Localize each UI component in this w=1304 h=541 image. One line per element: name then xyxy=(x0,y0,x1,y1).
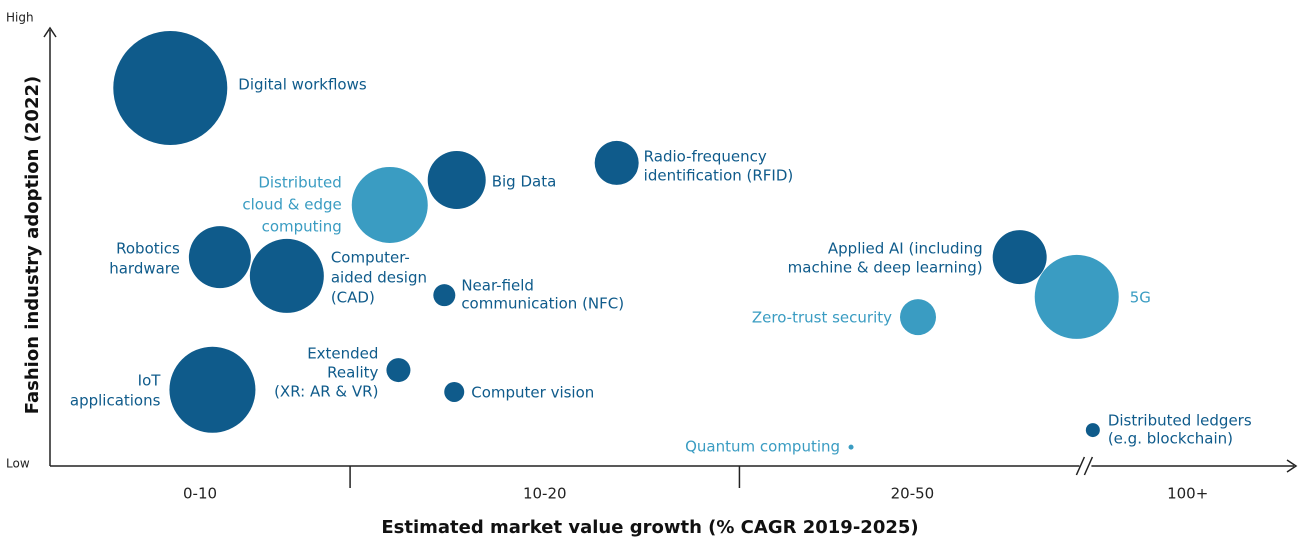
bubble xyxy=(1034,254,1119,339)
bubble-label: Extended xyxy=(307,345,378,363)
bubble xyxy=(427,150,486,209)
bubble-label: Big Data xyxy=(492,172,557,190)
x-axis-title: Estimated market value growth (% CAGR 20… xyxy=(381,517,918,538)
bubble-label: Radio-frequency xyxy=(644,147,767,165)
bubble-label: machine & deep learning) xyxy=(788,259,983,277)
bubble xyxy=(433,284,456,307)
bubble-label: 5G xyxy=(1130,288,1151,306)
bubble-label: applications xyxy=(70,391,161,409)
bubble-label: Near-field xyxy=(461,277,534,295)
y-tick-label: High xyxy=(6,11,34,25)
bubble xyxy=(900,299,936,336)
bubble-label: cloud & edge xyxy=(242,195,341,213)
bubble-label: Robotics xyxy=(116,240,180,258)
bubble-label: aided design xyxy=(331,268,427,286)
bubble-label: (e.g. blockchain) xyxy=(1108,430,1233,448)
bubble xyxy=(249,238,324,313)
axis-break xyxy=(1075,456,1086,476)
bubble xyxy=(169,346,256,433)
axis-break-gap xyxy=(1079,463,1092,469)
bubble xyxy=(113,31,228,146)
bubble-label: hardware xyxy=(109,260,180,278)
y-axis-title: Fashion industry adoption (2022) xyxy=(22,76,43,414)
bubble xyxy=(351,166,428,243)
x-category-label: 100+ xyxy=(1167,485,1208,503)
bubble-label: (XR: AR & VR) xyxy=(274,383,378,401)
bubble xyxy=(188,226,251,289)
bubble-label: Zero-trust security xyxy=(752,309,892,327)
bubble-label: Distributed ledgers xyxy=(1108,412,1252,430)
x-category-label: 0-10 xyxy=(183,485,217,503)
bubble-label: identification (RFID) xyxy=(644,166,794,184)
y-arrow xyxy=(43,26,57,38)
bubble-label: Applied AI (including xyxy=(828,240,983,258)
bubble xyxy=(1085,423,1100,438)
bubble-label: communication (NFC) xyxy=(461,295,624,313)
bubble xyxy=(594,140,639,185)
y-tick-label: Low xyxy=(6,457,30,471)
bubble xyxy=(848,444,854,450)
bubble-label: Reality xyxy=(327,364,378,382)
x-arrow xyxy=(1286,459,1298,473)
bubble xyxy=(444,381,465,402)
bubble-label: IoT xyxy=(138,371,162,389)
x-category-label: 10-20 xyxy=(523,485,567,503)
axis-break xyxy=(1083,456,1094,476)
x-category-label: 20-50 xyxy=(891,485,935,503)
bubble-label: Computer vision xyxy=(471,383,594,401)
bubble-label: Quantum computing xyxy=(685,438,840,456)
bubble-label: Distributed xyxy=(258,173,341,191)
bubble-label: Digital workflows xyxy=(238,76,367,94)
bubble-label: Computer- xyxy=(331,248,410,266)
bubble xyxy=(386,358,411,383)
bubble xyxy=(992,230,1047,285)
bubble-label: computing xyxy=(262,217,342,235)
bubble-label: (CAD) xyxy=(331,288,375,306)
